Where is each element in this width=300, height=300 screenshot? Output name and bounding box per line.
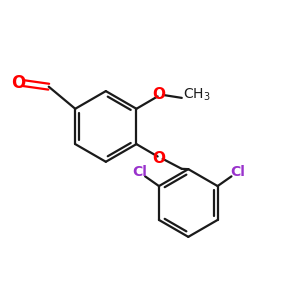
Text: O: O (153, 87, 166, 102)
Text: O: O (153, 151, 166, 166)
Text: Cl: Cl (230, 165, 245, 179)
Text: Cl: Cl (132, 165, 147, 179)
Text: O: O (11, 74, 26, 92)
Text: CH$_3$: CH$_3$ (183, 86, 211, 103)
